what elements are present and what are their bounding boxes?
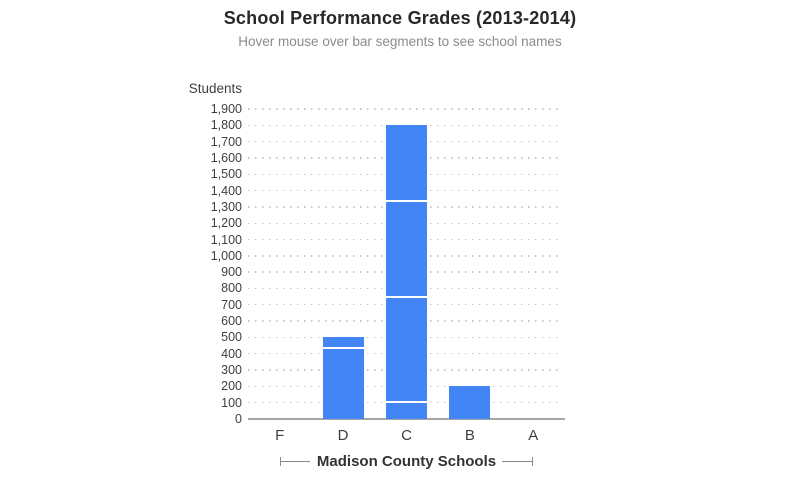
bar-segment[interactable] xyxy=(386,298,427,403)
bar-segment[interactable] xyxy=(449,386,491,419)
y-tick-label: 1,600 xyxy=(210,150,242,165)
y-tick-label: 700 xyxy=(221,297,242,312)
y-tick-label: 1,900 xyxy=(210,102,242,116)
y-tick-label: 300 xyxy=(221,363,242,378)
y-tick-label: 1,800 xyxy=(210,118,242,133)
bar-segment[interactable] xyxy=(386,202,427,299)
y-tick-label: 0 xyxy=(235,412,242,426)
x-tick-label: A xyxy=(528,427,539,444)
axis-range-line-left xyxy=(280,461,310,462)
y-tick-label: 1,300 xyxy=(210,199,242,214)
bar-segment[interactable] xyxy=(322,348,364,419)
y-tick-label: 1,000 xyxy=(210,248,242,263)
y-tick-label: 1,200 xyxy=(210,216,242,231)
y-axis-title: Students xyxy=(188,81,242,96)
x-tick-label: F xyxy=(275,427,285,444)
y-tick-label: 1,100 xyxy=(210,232,242,247)
y-tick-label: 1,400 xyxy=(210,183,242,198)
bar-segment[interactable] xyxy=(322,337,364,349)
chart-subtitle: Hover mouse over bar segments to see sch… xyxy=(238,34,562,49)
y-tick-label: 900 xyxy=(221,265,242,280)
y-tick-label: 400 xyxy=(221,346,242,361)
y-tick-label: 200 xyxy=(221,379,242,394)
axis-range-line-right xyxy=(502,461,532,462)
x-tick-label: B xyxy=(464,427,475,444)
x-tick-label: C xyxy=(401,427,412,444)
chart-title: School Performance Grades (2013-2014) xyxy=(223,8,577,28)
y-tick-label: 500 xyxy=(221,330,242,345)
bar-segment[interactable] xyxy=(386,402,427,419)
y-tick-label: 1,500 xyxy=(210,167,242,182)
bar-segment[interactable] xyxy=(386,125,427,202)
y-axis-labels: 1,900 1,800 1,700 1,600 1,500 1,400 1,300 1,200… xyxy=(150,102,242,426)
x-axis-line xyxy=(248,418,565,420)
y-tick-label: 1,700 xyxy=(210,134,242,149)
y-tick-label: 800 xyxy=(221,281,242,296)
axis-range-cap-right xyxy=(532,457,533,466)
x-axis-title: Madison County Schools xyxy=(316,453,497,470)
gridline xyxy=(248,108,563,110)
x-tick-label: D xyxy=(337,427,349,444)
gridline xyxy=(248,124,563,126)
y-tick-label: 100 xyxy=(221,395,242,410)
y-tick-label: 600 xyxy=(221,314,242,329)
plot-area xyxy=(248,108,565,420)
